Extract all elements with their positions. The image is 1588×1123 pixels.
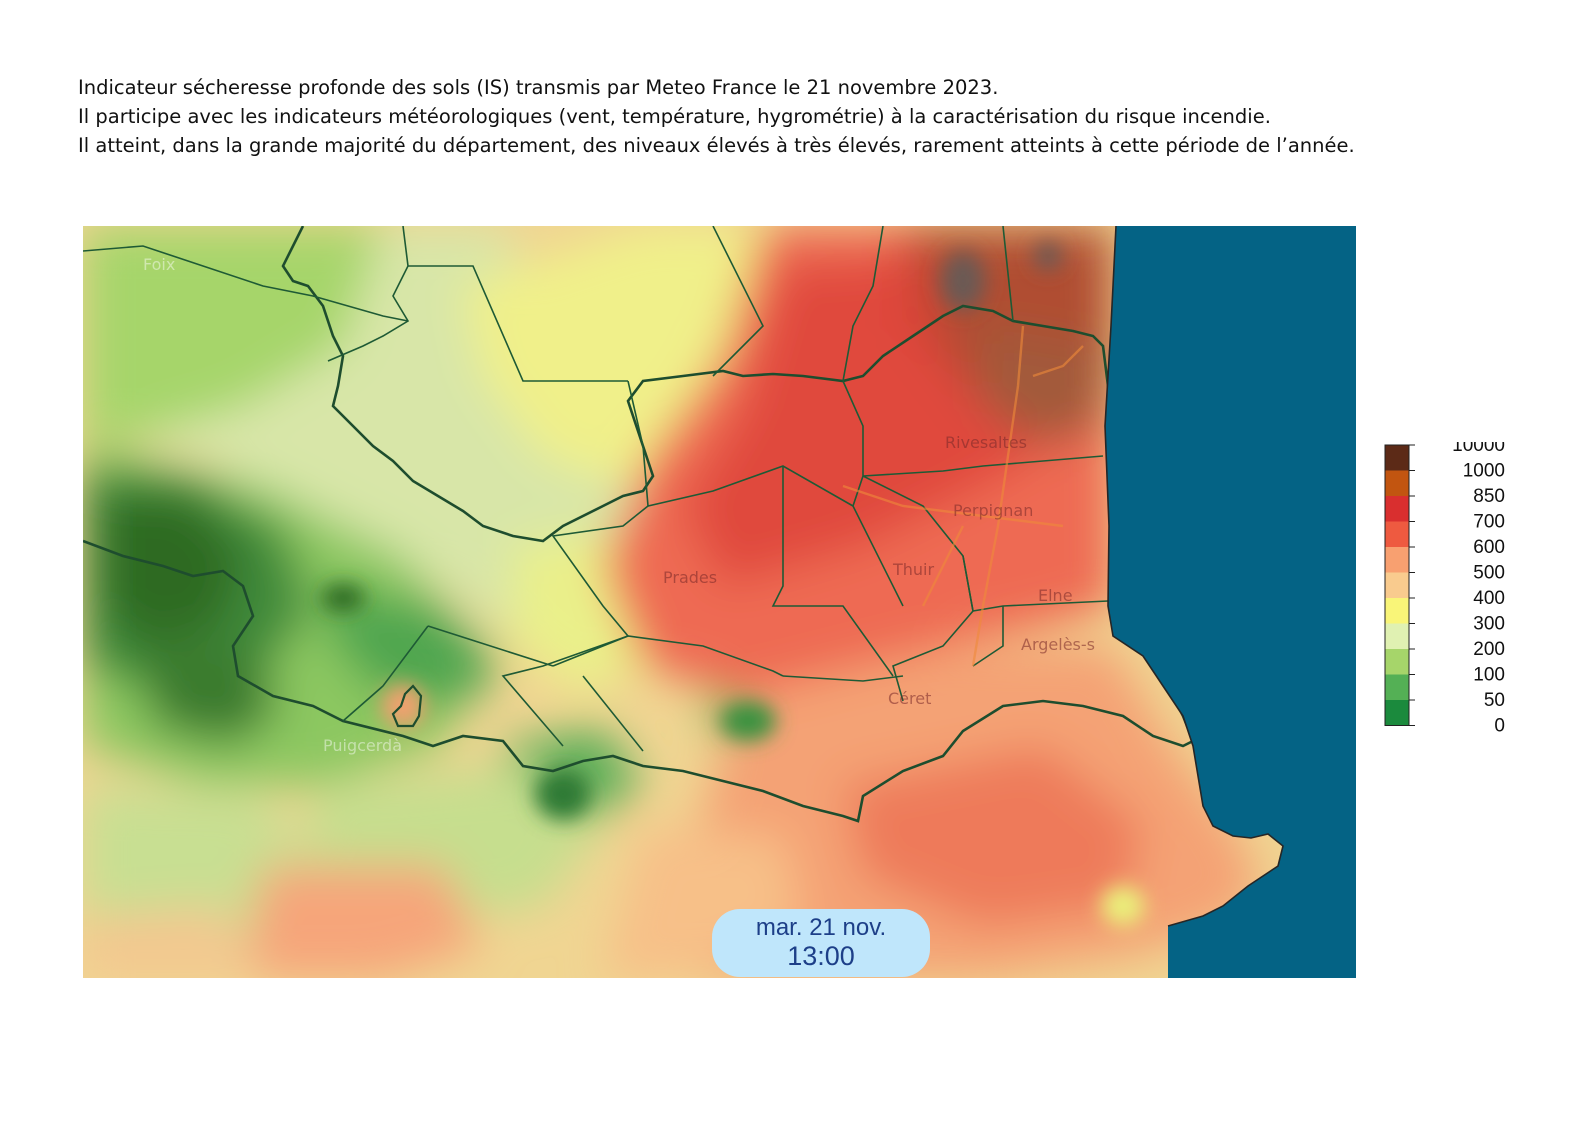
legend-label: 850: [1473, 486, 1505, 507]
date-label: mar. 21 nov.: [755, 914, 887, 941]
place-label-foix: Foix: [143, 255, 175, 274]
place-label-prades: Prades: [663, 568, 717, 587]
sector-lines: [83, 226, 1109, 752]
place-label-thuir: Thuir: [892, 560, 935, 579]
legend-label: 400: [1473, 588, 1505, 609]
detail-patches: [321, 242, 1145, 926]
legend-label: 50: [1484, 690, 1505, 711]
sea: [1105, 226, 1356, 978]
legend-label: 700: [1473, 512, 1505, 533]
map-canvas: Foix Rivesaltes Perpignan Prades Thuir E…: [83, 226, 1356, 978]
color-legend: 10000 1000 850 700 600 500 400 300 200 100 50 0: [1383, 442, 1523, 732]
legend-swatch: [1385, 674, 1409, 700]
drought-zones: [83, 226, 1263, 978]
legend-swatch: [1385, 572, 1409, 598]
caption: Indicateur sécheresse profonde des sols …: [78, 73, 1518, 160]
place-label-argeles: Argelès-s: [1021, 635, 1095, 654]
place-label-elne: Elne: [1038, 586, 1073, 605]
legend-swatches: [1384, 444, 1410, 726]
legend-label: 10000: [1452, 442, 1505, 456]
legend-swatch: [1385, 445, 1409, 471]
legend-swatch: [1385, 521, 1409, 547]
legend-swatch: [1385, 700, 1409, 726]
legend-label: 200: [1473, 639, 1505, 660]
enclave-border: [391, 684, 423, 728]
place-label-puigcerda: Puigcerdà: [323, 736, 402, 755]
legend-label: 100: [1473, 665, 1505, 686]
drought-map: Foix Rivesaltes Perpignan Prades Thuir E…: [83, 226, 1356, 978]
place-label-perpignan: Perpignan: [953, 501, 1033, 520]
legend-label: 0: [1494, 716, 1505, 733]
legend-swatch: [1385, 470, 1409, 496]
legend-swatch: [1385, 623, 1409, 649]
time-label: 13:00: [787, 941, 855, 971]
legend-label: 500: [1473, 563, 1505, 584]
road-network: [842, 325, 1084, 667]
legend-swatch: [1385, 649, 1409, 675]
legend-frame: [1384, 444, 1410, 726]
legend-label: 600: [1473, 537, 1505, 558]
place-label-rivesaltes: Rivesaltes: [945, 433, 1027, 452]
legend-label: 300: [1473, 614, 1505, 635]
legend-swatch: [1385, 496, 1409, 522]
caption-line-3: Il atteint, dans la grande majorité du d…: [78, 134, 1355, 157]
legend-label: 1000: [1463, 461, 1505, 482]
legend-swatch: [1385, 598, 1409, 624]
caption-line-2: Il participe avec les indicateurs météor…: [78, 105, 1271, 128]
caption-line-1: Indicateur sécheresse profonde des sols …: [78, 76, 999, 99]
place-label-ceret: Céret: [888, 689, 931, 708]
date-time-badge: mar. 21 nov. 13:00: [712, 909, 930, 977]
legend-swatch: [1385, 547, 1409, 573]
coastline: [1104, 226, 1284, 927]
